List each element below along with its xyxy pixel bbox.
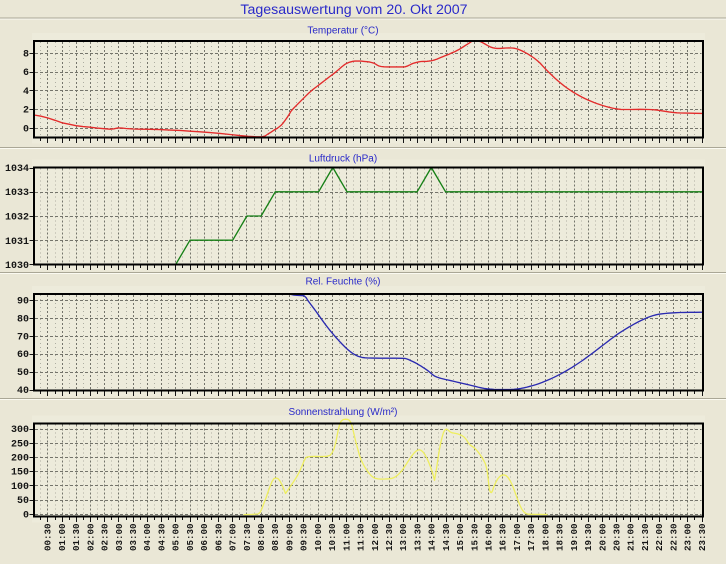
svg-text:2: 2	[23, 106, 29, 117]
svg-text:50: 50	[17, 368, 29, 379]
svg-text:15:30: 15:30	[469, 523, 480, 551]
svg-text:06:30: 06:30	[213, 523, 224, 551]
svg-text:22:30: 22:30	[668, 523, 679, 551]
svg-text:11:00: 11:00	[341, 523, 352, 551]
svg-text:09:30: 09:30	[299, 523, 310, 551]
svg-text:15:00: 15:00	[455, 523, 466, 551]
svg-text:23:30: 23:30	[697, 523, 708, 551]
svg-text:12:00: 12:00	[370, 523, 381, 551]
svg-text:14:00: 14:00	[427, 523, 438, 551]
svg-text:1033: 1033	[5, 188, 29, 199]
svg-text:18:00: 18:00	[540, 523, 551, 551]
svg-text:07:30: 07:30	[242, 523, 253, 551]
svg-text:10:30: 10:30	[327, 523, 338, 551]
svg-text:4: 4	[23, 87, 29, 98]
svg-text:Luftdruck (hPa): Luftdruck (hPa)	[309, 154, 377, 165]
svg-text:04:00: 04:00	[142, 523, 153, 551]
svg-text:02:30: 02:30	[100, 523, 111, 551]
svg-text:08:30: 08:30	[270, 523, 281, 551]
svg-text:0: 0	[23, 510, 29, 521]
svg-text:01:00: 01:00	[57, 523, 68, 551]
svg-text:1032: 1032	[5, 213, 29, 224]
svg-text:Rel. Feuchte (%): Rel. Feuchte (%)	[305, 277, 380, 288]
svg-text:06:00: 06:00	[199, 523, 210, 551]
svg-text:300: 300	[11, 425, 29, 436]
svg-text:1030: 1030	[5, 261, 29, 272]
svg-text:14:30: 14:30	[441, 523, 452, 551]
svg-text:150: 150	[11, 468, 29, 479]
svg-text:200: 200	[11, 454, 29, 465]
svg-text:05:30: 05:30	[185, 523, 196, 551]
svg-text:10:00: 10:00	[313, 523, 324, 551]
svg-text:21:00: 21:00	[626, 523, 637, 551]
svg-text:16:00: 16:00	[484, 523, 495, 551]
svg-text:20:30: 20:30	[612, 523, 623, 551]
svg-text:250: 250	[11, 439, 29, 450]
svg-text:04:30: 04:30	[157, 523, 168, 551]
svg-text:13:30: 13:30	[412, 523, 423, 551]
svg-text:07:00: 07:00	[228, 523, 239, 551]
svg-text:16:30: 16:30	[498, 523, 509, 551]
svg-text:Sonnenstrahlung (W/m²): Sonnenstrahlung (W/m²)	[289, 407, 398, 418]
svg-text:22:00: 22:00	[654, 523, 665, 551]
svg-text:70: 70	[17, 332, 29, 343]
svg-text:19:00: 19:00	[569, 523, 580, 551]
svg-text:20:00: 20:00	[597, 523, 608, 551]
svg-text:21:30: 21:30	[640, 523, 651, 551]
svg-text:Tagesauswertung vom 20. Okt 20: Tagesauswertung vom 20. Okt 2007	[240, 2, 467, 18]
svg-text:03:30: 03:30	[128, 523, 139, 551]
svg-text:100: 100	[11, 482, 29, 493]
svg-text:08:00: 08:00	[256, 523, 267, 551]
svg-text:12:30: 12:30	[384, 523, 395, 551]
svg-text:19:30: 19:30	[583, 523, 594, 551]
svg-text:6: 6	[23, 68, 29, 79]
svg-text:03:00: 03:00	[114, 523, 125, 551]
svg-text:50: 50	[17, 496, 29, 507]
svg-text:90: 90	[17, 297, 29, 308]
svg-text:8: 8	[23, 49, 29, 60]
svg-text:Temperatur (°C): Temperatur (°C)	[307, 26, 378, 37]
svg-text:17:00: 17:00	[512, 523, 523, 551]
svg-text:01:30: 01:30	[71, 523, 82, 551]
svg-text:80: 80	[17, 314, 29, 325]
svg-text:11:30: 11:30	[356, 523, 367, 551]
svg-text:05:00: 05:00	[171, 523, 182, 551]
svg-text:60: 60	[17, 350, 29, 361]
svg-text:02:00: 02:00	[85, 523, 96, 551]
svg-text:1031: 1031	[5, 237, 29, 248]
svg-text:0: 0	[23, 124, 29, 135]
svg-text:00:30: 00:30	[43, 523, 54, 551]
svg-text:18:30: 18:30	[555, 523, 566, 551]
svg-text:13:00: 13:00	[398, 523, 409, 551]
svg-text:1034: 1034	[5, 164, 29, 175]
svg-text:40: 40	[17, 386, 29, 397]
svg-text:09:00: 09:00	[284, 523, 295, 551]
svg-text:23:00: 23:00	[683, 523, 694, 551]
svg-text:17:30: 17:30	[526, 523, 537, 551]
